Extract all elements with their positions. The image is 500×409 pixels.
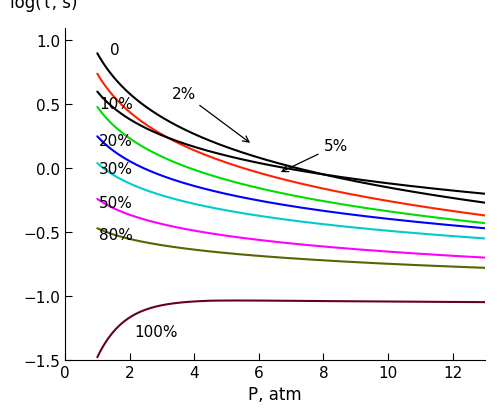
Text: 5%: 5% — [282, 139, 348, 172]
Text: 100%: 100% — [134, 324, 178, 339]
Text: log(τ, s): log(τ, s) — [10, 0, 78, 12]
Text: 50%: 50% — [99, 196, 133, 211]
Text: 20%: 20% — [99, 133, 133, 148]
Text: 80%: 80% — [99, 227, 133, 243]
X-axis label: P, atm: P, atm — [248, 385, 302, 403]
Text: 10%: 10% — [99, 97, 133, 111]
Text: 2%: 2% — [172, 87, 249, 143]
Text: 30%: 30% — [99, 161, 133, 176]
Text: 0: 0 — [110, 43, 119, 58]
